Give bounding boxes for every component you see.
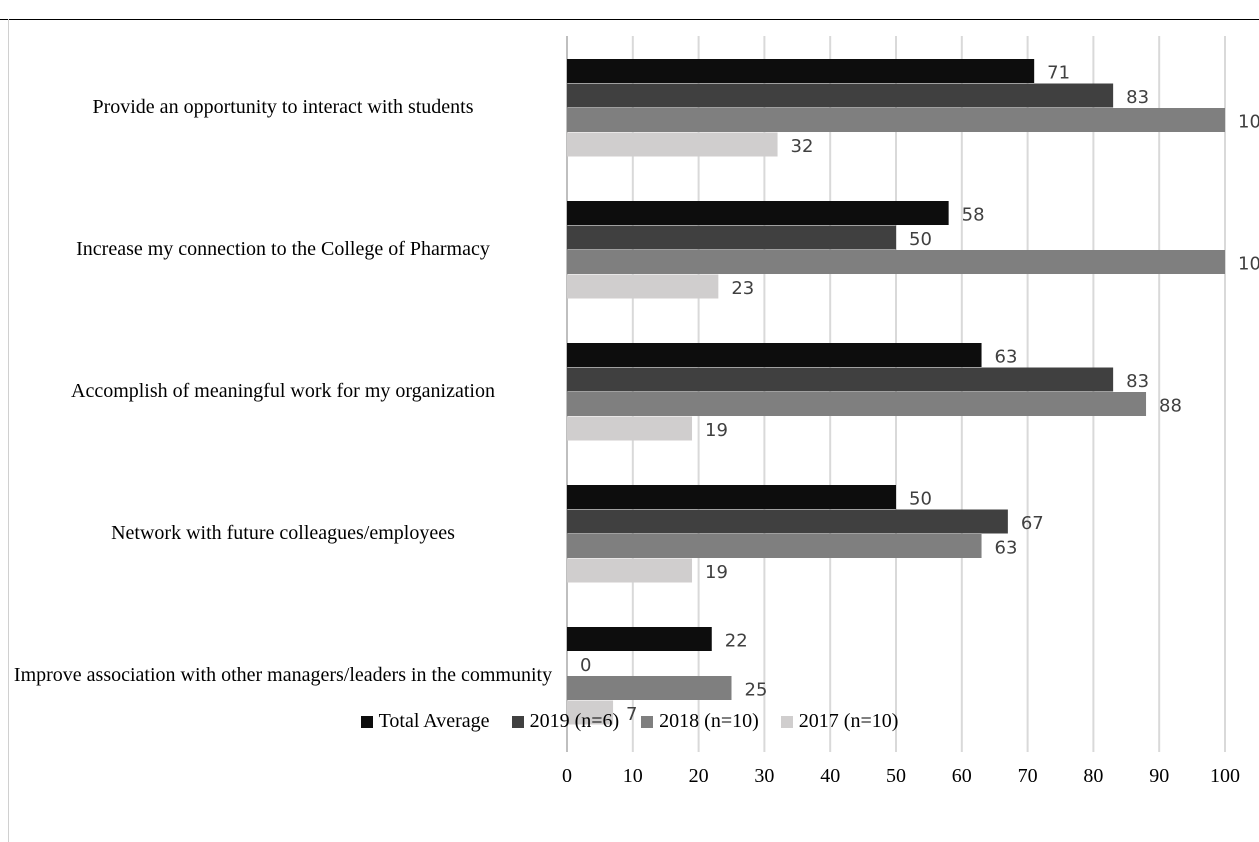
bar-series3-cat2 — [567, 416, 693, 441]
x-tick-label-50: 50 — [886, 765, 906, 787]
legend-label: Total Average — [378, 710, 490, 732]
bar-series3-cat0 — [567, 132, 778, 157]
data-label-series3-cat4: 7 — [626, 704, 637, 725]
x-tick-label-0: 0 — [562, 765, 572, 787]
legend-swatch — [641, 715, 654, 728]
bar-series2-cat0 — [567, 108, 1225, 132]
x-tick-label-20: 20 — [689, 765, 709, 787]
legend-item: 2019 (n=6) — [511, 710, 620, 733]
data-label-series3-cat2: 19 — [705, 420, 728, 441]
bar-series1-cat1 — [567, 225, 896, 250]
bar-series0-cat0 — [567, 59, 1035, 83]
data-label-series3-cat1: 23 — [731, 278, 754, 299]
data-label-series2-cat0: 100 — [1238, 111, 1259, 132]
data-label-series3-cat3: 19 — [705, 562, 728, 583]
category-label: Provide an opportunity to interact with … — [92, 95, 474, 118]
legend-label: 2017 (n=10) — [798, 710, 899, 732]
data-label-series1-cat2: 83 — [1126, 371, 1149, 392]
legend-swatch — [780, 715, 793, 728]
bar-series0-cat3 — [567, 485, 896, 509]
x-tick-label-30: 30 — [754, 765, 774, 787]
data-label-series0-cat3: 50 — [909, 488, 932, 509]
legend-item: Total Average — [360, 710, 490, 733]
bar-series2-cat4 — [567, 676, 732, 700]
category-label: Increase my connection to the College of… — [76, 237, 490, 260]
bar-series2-cat3 — [567, 534, 982, 558]
bar-series0-cat4 — [567, 627, 712, 651]
bar-series2-cat2 — [567, 392, 1147, 416]
data-label-series3-cat0: 32 — [791, 136, 814, 157]
data-label-series1-cat1: 50 — [909, 229, 932, 250]
category-label: Accomplish of meaningful work for my org… — [71, 379, 495, 402]
x-tick-label-80: 80 — [1083, 765, 1103, 787]
bar-series3-cat4 — [567, 700, 614, 725]
data-label-series1-cat3: 67 — [1021, 513, 1044, 534]
x-tick-label-70: 70 — [1018, 765, 1038, 787]
data-label-series2-cat1: 100 — [1238, 253, 1259, 274]
data-label-series2-cat4: 25 — [745, 679, 768, 700]
bar-series1-cat0 — [567, 83, 1114, 108]
legend-item: 2018 (n=10) — [641, 710, 759, 733]
bar-series3-cat3 — [567, 558, 693, 583]
bar-series3-cat1 — [567, 274, 719, 299]
category-label: Improve association with other managers/… — [13, 663, 553, 686]
category-label: Network with future colleagues/employees — [111, 521, 455, 544]
x-tick-label-90: 90 — [1149, 765, 1169, 787]
x-tick-label-40: 40 — [820, 765, 840, 787]
bar-series0-cat2 — [567, 343, 982, 367]
data-label-series1-cat0: 83 — [1126, 87, 1149, 108]
title-rule — [0, 19, 1259, 20]
legend-swatch — [511, 715, 524, 728]
legend-item: 2017 (n=10) — [780, 710, 899, 733]
bar-series0-cat1 — [567, 201, 949, 225]
bar-series2-cat1 — [567, 250, 1225, 274]
x-tick-label-100: 100 — [1210, 765, 1240, 787]
data-label-series0-cat2: 63 — [995, 346, 1018, 367]
data-label-series0-cat4: 22 — [725, 630, 748, 651]
legend-swatch — [360, 715, 373, 728]
legend-label: 2019 (n=6) — [529, 710, 620, 732]
x-tick-label-10: 10 — [623, 765, 643, 787]
data-label-series0-cat0: 71 — [1047, 62, 1070, 83]
data-label-series0-cat1: 58 — [962, 204, 985, 225]
bar-series1-cat2 — [567, 367, 1114, 392]
frame-left-border — [8, 19, 9, 842]
bar-series1-cat3 — [567, 509, 1008, 534]
data-label-series2-cat3: 63 — [995, 537, 1018, 558]
chart-legend: Total Average 2019 (n=6) 2018 (n=10) 2017 (… — [0, 710, 1259, 733]
data-label-series1-cat4: 0 — [580, 655, 591, 676]
data-label-series2-cat2: 88 — [1159, 395, 1182, 416]
legend-label: 2018 (n=10) — [659, 710, 759, 732]
x-tick-label-60: 60 — [952, 765, 972, 787]
